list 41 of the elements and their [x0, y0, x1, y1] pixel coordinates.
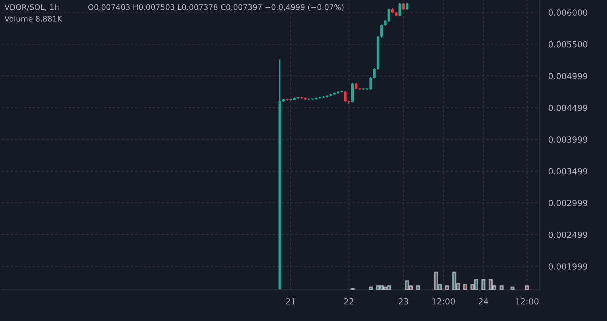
- bar: [376, 286, 380, 290]
- y-tick-label: 0.005500: [548, 41, 588, 48]
- x-tick-label: 22: [344, 298, 354, 305]
- bar: [452, 272, 457, 290]
- x-tick-label: 12:00: [516, 298, 539, 305]
- bar: [463, 284, 468, 290]
- y-tick-label: 0.004999: [548, 73, 588, 80]
- bar: [408, 286, 413, 290]
- bar: [387, 286, 392, 290]
- bar: [510, 286, 515, 290]
- bar: [500, 286, 504, 290]
- y-tick-label: 0.003499: [548, 168, 588, 175]
- bar: [492, 286, 497, 290]
- bar: [445, 286, 450, 290]
- bar: [405, 280, 410, 290]
- x-tick-label: 23: [398, 298, 408, 305]
- y-tick-label: 0.001999: [548, 264, 588, 270]
- candlestick: [388, 8, 390, 23]
- x-tick-label: 24: [478, 298, 488, 305]
- y-tick-label: 0.002499: [548, 232, 588, 238]
- candlestick: [351, 82, 354, 104]
- y-tick-label: 0.002999: [548, 200, 588, 206]
- bar: [416, 286, 420, 290]
- bar: [525, 286, 530, 290]
- y-tick-label: 0.004499: [548, 104, 588, 112]
- bar: [434, 272, 438, 290]
- bar: [384, 286, 388, 290]
- bar: [438, 284, 442, 290]
- y-tick-label: 0.003999: [548, 136, 588, 143]
- bar: [474, 279, 478, 290]
- candlestick: [398, 2, 402, 18]
- bar: [482, 279, 486, 290]
- x-tick-label: 12:00: [432, 298, 456, 305]
- bar: [380, 286, 384, 290]
- y-tick-label: 0.006000: [548, 10, 588, 16]
- x-tick-label: 21: [286, 298, 296, 305]
- bar: [368, 286, 373, 290]
- bar: [488, 279, 493, 290]
- bar: [470, 284, 475, 290]
- candlestick: [344, 90, 347, 103]
- bar: [456, 283, 460, 290]
